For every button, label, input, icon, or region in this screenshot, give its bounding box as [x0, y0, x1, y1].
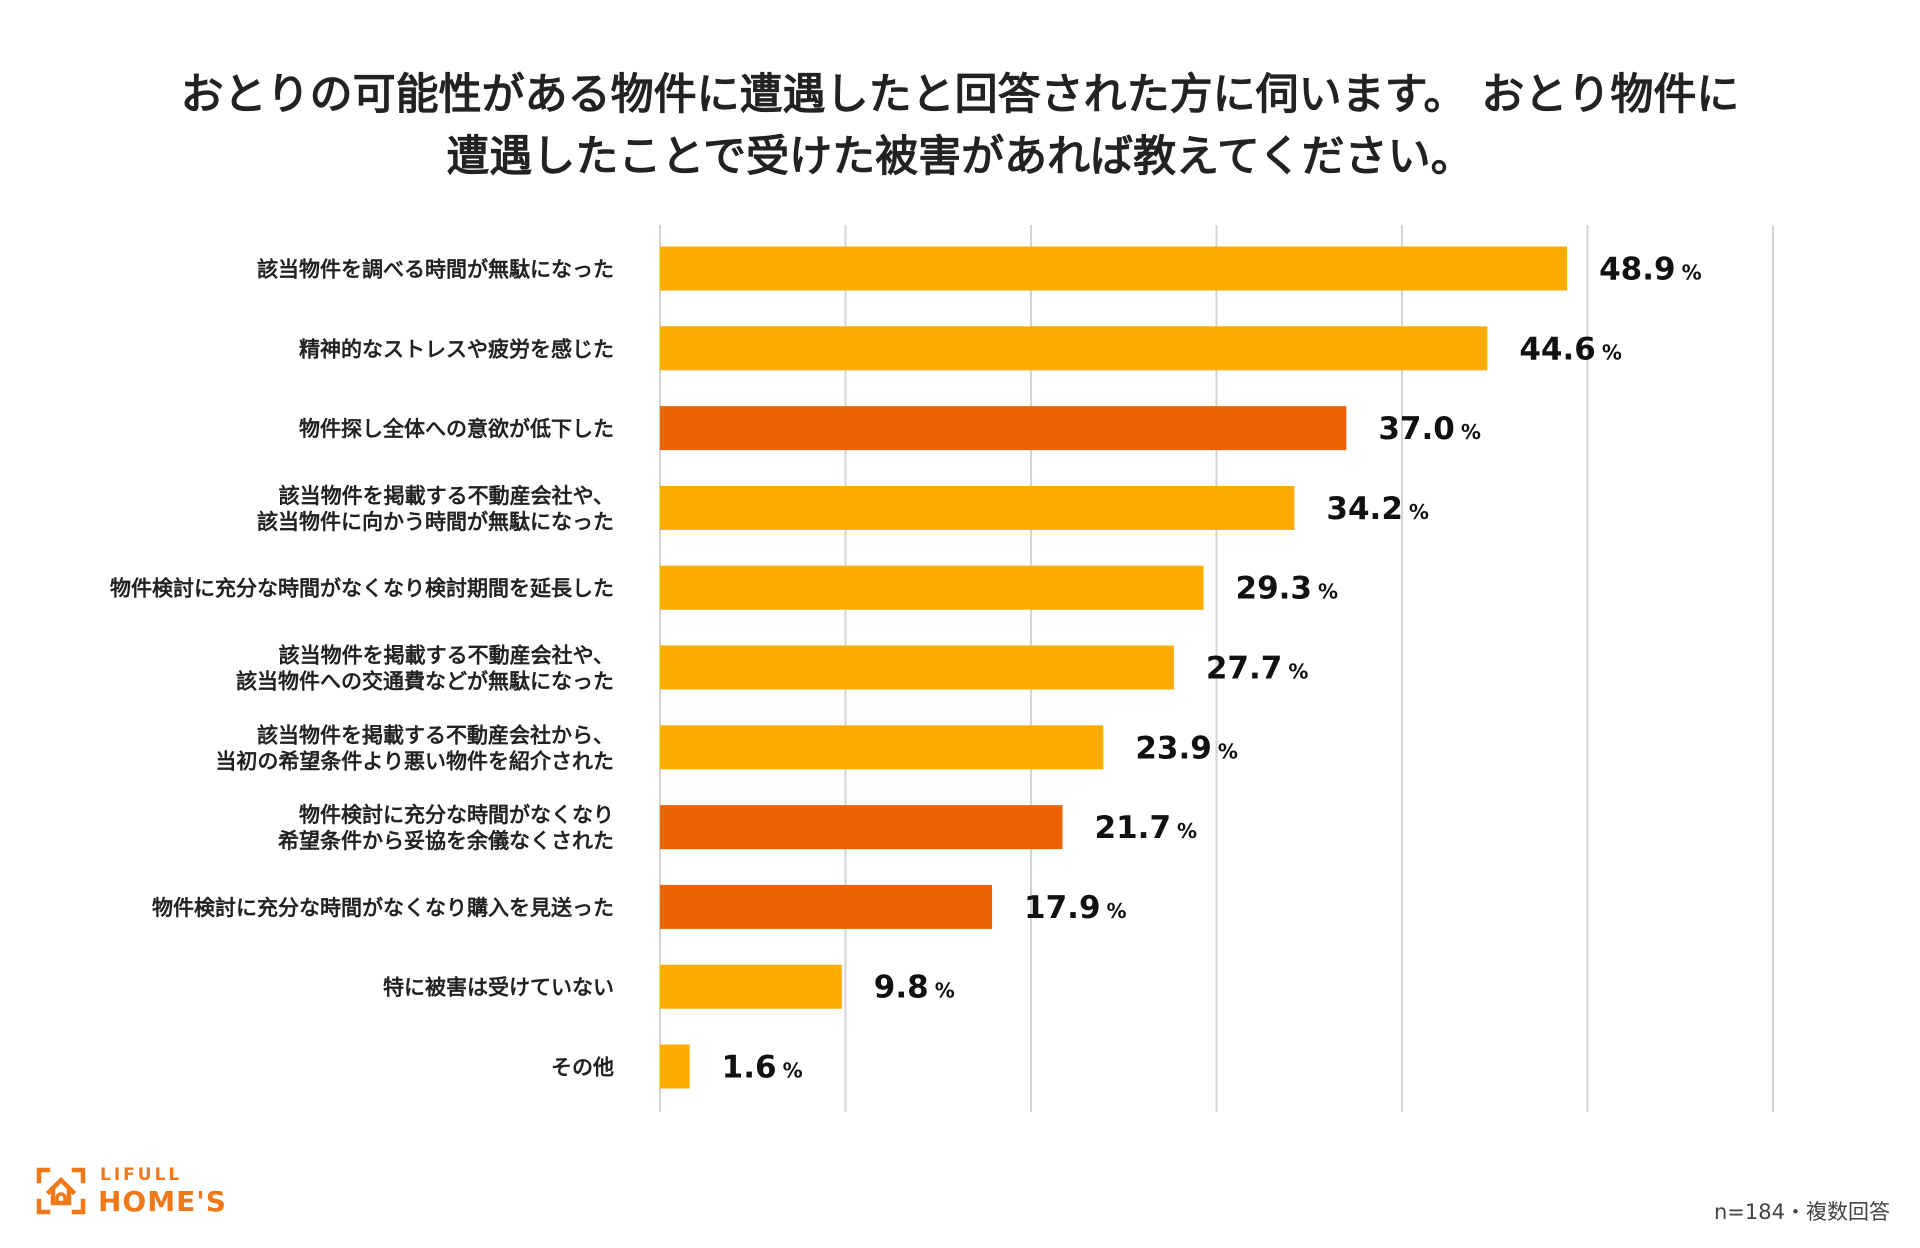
sample-size-note: n=184・複数回答	[1714, 1200, 1890, 1224]
value-label: 29.3%	[1236, 571, 1339, 607]
category-label: 物件検討に充分な時間がなくなり	[299, 803, 614, 827]
logo-brand-text: LIFULL	[100, 1165, 183, 1185]
category-label: 該当物件を掲載する不動産会社から、	[257, 723, 614, 747]
value-label: 48.9%	[1599, 252, 1702, 288]
bars	[660, 246, 1568, 1089]
bar	[660, 964, 842, 1009]
category-label: 当初の希望条件より悪い物件を紹介された	[215, 749, 614, 773]
bar	[660, 565, 1204, 610]
category-label: 該当物件を調べる時間が無駄になった	[257, 258, 614, 282]
value-label: 23.9%	[1135, 730, 1238, 766]
bar	[660, 1044, 690, 1089]
value-label: 9.8%	[874, 970, 955, 1006]
category-label: 希望条件から妥協を余儀なくされた	[278, 829, 614, 853]
bar	[660, 805, 1063, 850]
category-label: 該当物件に向かう時間が無駄になった	[257, 510, 614, 534]
chart-title: おとりの可能性がある物件に遭遇したと回答された方に伺います。 おとり物件に 遭遇…	[0, 64, 1920, 188]
bar	[660, 725, 1104, 770]
category-label: 物件探し全体への意欲が低下した	[299, 417, 614, 441]
logo-product-text: HOME'S	[98, 1185, 227, 1218]
value-labels: 48.9 % 44.6 % 37.0 % 34.2 % 29.3 % 27.7 % 23.9 % 21.7%…	[722, 252, 1702, 1086]
bar	[660, 884, 993, 929]
category-label: 該当物件への交通費などが無駄になった	[236, 670, 614, 694]
chart-title-line-2: 遭遇したことで受けた被害があれば教えてください。	[446, 132, 1474, 182]
category-label: 特に被害は受けていない	[383, 976, 614, 1000]
bar	[660, 485, 1295, 530]
category-label: 物件検討に充分な時間がなくなり購入を見送った	[152, 896, 614, 920]
bar	[660, 246, 1568, 291]
bar	[660, 406, 1347, 451]
category-label: 該当物件を掲載する不動産会社や、	[279, 644, 614, 668]
chart-title-line-1: おとりの可能性がある物件に遭遇したと回答された方に伺います。 おとり物件に	[180, 70, 1740, 120]
value-label: 44.6%	[1519, 331, 1622, 367]
category-label: 該当物件を掲載する不動産会社や、	[279, 484, 614, 508]
value-label: 27.7%	[1206, 651, 1309, 687]
house-icon	[36, 1167, 86, 1215]
value-label: 17.9%	[1024, 890, 1127, 926]
category-labels: 該当物件を調べる時間が無駄になった精神的なストレスや疲労を感じた物件探し全体への…	[110, 258, 614, 1080]
value-label: 1.6%	[722, 1050, 803, 1086]
category-label: その他	[551, 1056, 614, 1080]
bar	[660, 326, 1488, 371]
value-label: 34.2%	[1326, 491, 1429, 527]
value-label: 21.7%	[1095, 810, 1198, 846]
value-label: 37.0%	[1378, 411, 1481, 447]
category-label: 精神的なストレスや疲労を感じた	[299, 337, 614, 361]
category-label: 物件検討に充分な時間がなくなり検討期間を延長した	[110, 577, 614, 601]
bar	[660, 645, 1174, 690]
